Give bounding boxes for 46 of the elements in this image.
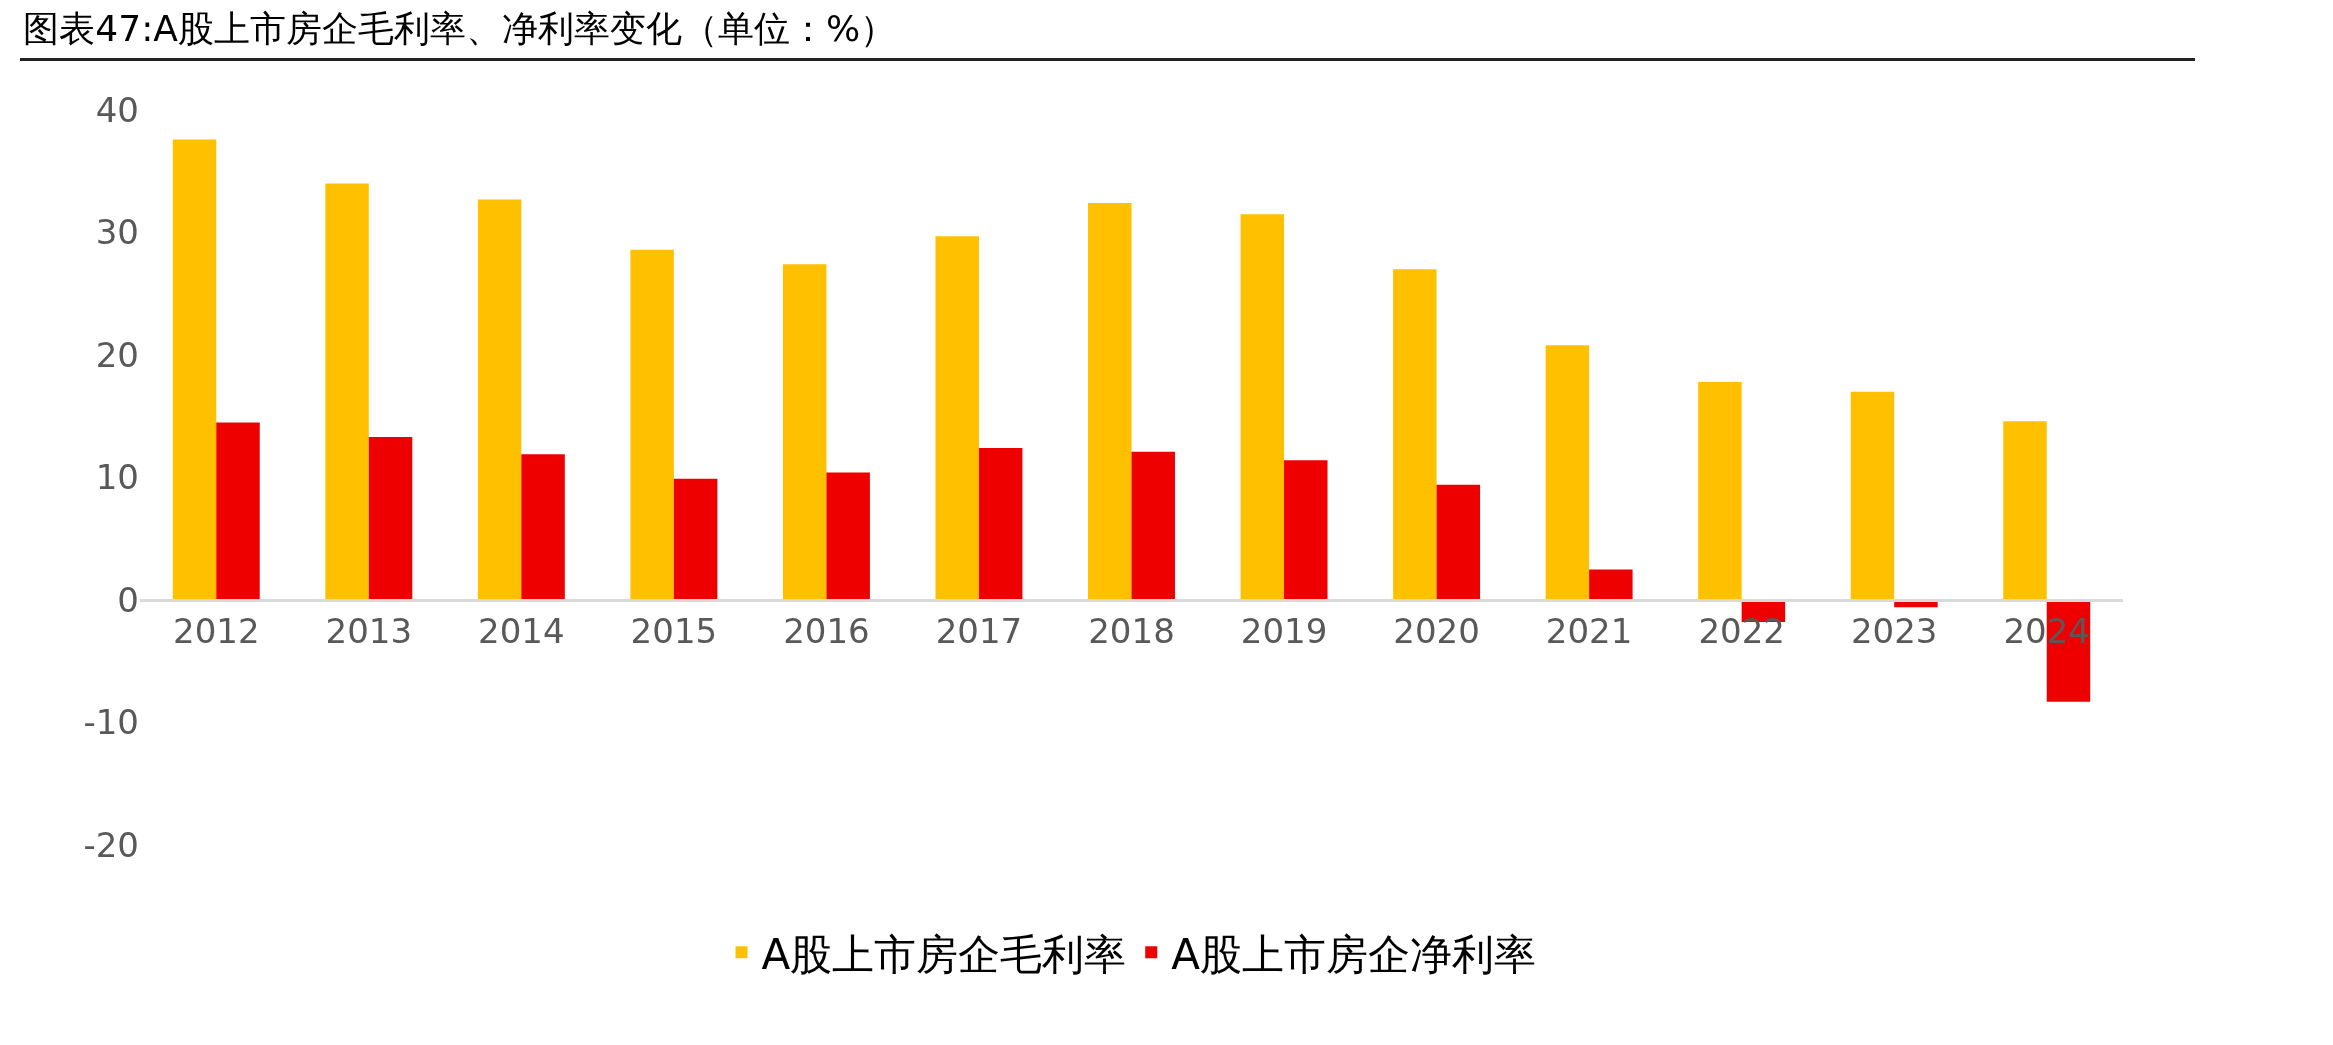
- y-tick-label: 40: [95, 89, 139, 130]
- bar: [1850, 391, 1895, 600]
- bar: [1240, 214, 1285, 600]
- x-tick-label: 2015: [630, 610, 718, 651]
- y-tick-label: 10: [95, 457, 139, 498]
- chart-title: 图表47:A股上市房企毛利率、净利率变化（单位：%）: [23, 7, 897, 49]
- bar: [1284, 460, 1328, 600]
- bar: [216, 422, 260, 600]
- bar: [172, 139, 217, 600]
- bar: [1436, 484, 1481, 600]
- x-tick-label: 2019: [1240, 610, 1328, 651]
- x-tick-label: 2014: [478, 610, 565, 651]
- x-tick-label: 2020: [1393, 610, 1480, 651]
- y-tick-label: -10: [83, 702, 139, 743]
- bar: [368, 437, 413, 600]
- y-tick-label: 20: [95, 334, 139, 375]
- x-tick-label: 2017: [935, 610, 1023, 651]
- bar: [673, 478, 718, 600]
- y-tick-label: 0: [117, 579, 139, 620]
- bar: [1698, 381, 1742, 600]
- y-tick-label: 30: [95, 212, 139, 253]
- x-tick-label: 2021: [1545, 610, 1633, 651]
- bar: [630, 249, 674, 600]
- bar: [826, 472, 870, 600]
- x-tick-label: 2012: [173, 610, 260, 651]
- legend-label: A股上市房企毛利率: [761, 929, 1127, 979]
- bar: [935, 236, 979, 600]
- x-tick-label: 2024: [2003, 610, 2090, 651]
- x-tick-label: 2016: [783, 610, 870, 651]
- x-tick-label: 2018: [1088, 610, 1175, 651]
- bar: [1131, 451, 1175, 600]
- y-tick-label: -20: [83, 824, 139, 865]
- bar: [325, 183, 369, 600]
- bar: [1545, 345, 1590, 600]
- bar: [1393, 269, 1437, 600]
- bar: [1589, 569, 1633, 600]
- bar: [477, 199, 522, 600]
- bar: [2003, 421, 2047, 600]
- x-tick-label: 2022: [1698, 610, 1785, 651]
- bar: [782, 264, 827, 600]
- x-tick-label: 2013: [325, 610, 413, 651]
- bar: [978, 448, 1023, 600]
- legend-label: A股上市房企净利率: [1171, 929, 1536, 979]
- bar: [1088, 203, 1132, 600]
- x-tick-label: 2023: [1850, 610, 1938, 651]
- bar: [521, 454, 565, 600]
